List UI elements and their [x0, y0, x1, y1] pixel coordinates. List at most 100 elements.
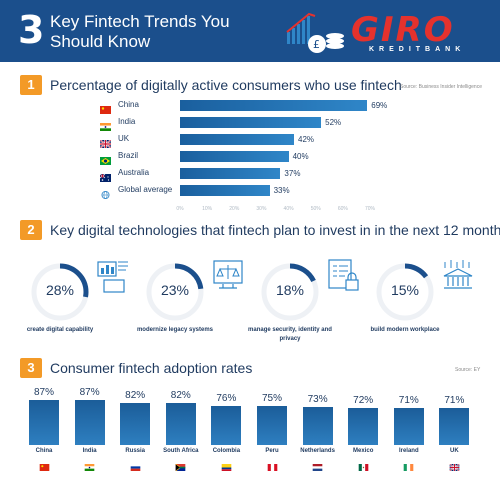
axis-tick-label: 20%	[229, 206, 240, 212]
bar	[393, 408, 424, 445]
header-number: 3	[18, 8, 45, 52]
header-banner: 3 Key Fintech Trends You Should Know £ G…	[0, 0, 500, 62]
donut-arc	[31, 263, 89, 321]
donut-arc	[376, 263, 434, 321]
flag-wrapper	[99, 169, 111, 182]
flag-wrapper	[100, 101, 111, 114]
axis-tick-label: 10%	[202, 206, 213, 212]
bar	[257, 406, 287, 445]
flag-wrapper	[100, 152, 111, 165]
country-label: UK	[450, 448, 459, 454]
china-flag-icon	[39, 464, 49, 471]
south-africa-flag-icon	[175, 463, 186, 472]
donut-ring	[261, 263, 319, 321]
legacy-scale-icon	[213, 260, 243, 289]
country-label: Netherlands	[300, 448, 335, 454]
colombia-flag-icon	[221, 464, 232, 471]
section-2-title: Key digital technologies that fintech pl…	[50, 222, 500, 238]
value-label: 87%	[33, 387, 54, 398]
axis-tick-label: 40%	[283, 206, 294, 212]
india-flag-icon	[84, 464, 95, 471]
flag-wrapper	[84, 458, 95, 471]
value-label: 82%	[125, 389, 146, 401]
bar	[120, 402, 151, 445]
australia-flag-icon	[99, 173, 111, 182]
bar	[180, 134, 294, 145]
value-label: 82%	[170, 389, 191, 401]
value-label: 71%	[398, 395, 419, 407]
bank-building-icon	[443, 260, 473, 289]
value-label: 72%	[353, 394, 374, 406]
netherlands-flag-icon	[312, 464, 323, 471]
russia-flag-icon	[130, 464, 140, 471]
donut-arc	[261, 263, 319, 321]
bar	[180, 100, 368, 111]
page-title: Key Fintech Trends You Should Know	[50, 12, 230, 51]
axis-tick-label: 0%	[176, 206, 184, 212]
value-label: 42%	[298, 135, 315, 144]
country-label: Mexico	[353, 448, 374, 454]
flag-wrapper	[175, 458, 186, 472]
value-label: 33%	[273, 186, 290, 195]
bar	[439, 408, 470, 445]
flag-wrapper	[267, 458, 278, 471]
tech-ring-1: 28%	[30, 262, 90, 322]
tech-value-label: 15%	[390, 282, 420, 298]
value-label: 76%	[216, 392, 237, 404]
bar-row: Australia	[99, 167, 490, 182]
donut-arc	[146, 263, 204, 321]
value-label: 69%	[371, 101, 388, 110]
box-chart-icon	[97, 261, 128, 293]
bar-row: Brazil	[100, 150, 490, 165]
bar-row: India	[100, 116, 490, 131]
bar	[348, 407, 379, 445]
country-label: Colombia	[212, 448, 241, 454]
tech-ring-3: 18%	[260, 262, 320, 322]
section-3-title: Consumer fintech adoption rates	[50, 360, 253, 376]
logo-name: GIRO	[351, 10, 455, 50]
mexico-flag-icon	[358, 464, 368, 471]
china-flag-icon	[100, 106, 111, 114]
tech-value-label: 28%	[45, 282, 75, 298]
tech-ring-4: 15%	[375, 262, 435, 322]
bar	[180, 185, 270, 196]
bar	[74, 400, 105, 445]
axis-tick-label: 30%	[256, 206, 267, 212]
logo-subtitle: KREDITBANK	[369, 46, 466, 53]
india-flag-icon	[100, 123, 111, 131]
donut-ring	[31, 263, 89, 321]
country-label: India	[118, 117, 136, 126]
security-lock-icon	[328, 259, 359, 291]
value-label: 71%	[444, 395, 465, 407]
flag-wrapper	[39, 458, 50, 471]
svg-text:£: £	[313, 38, 320, 51]
tech-caption: modernize legacy systems	[136, 327, 214, 333]
bar	[165, 402, 196, 445]
bar	[211, 405, 242, 445]
tech-caption: create digital capability	[26, 327, 94, 333]
section-3-source: Source: EY	[455, 367, 481, 373]
tech-caption: manage security, identity and privacy	[248, 327, 332, 342]
bar	[29, 400, 59, 445]
country-label: Brazil	[118, 151, 139, 160]
value-label: 87%	[79, 387, 100, 398]
value-label: 75%	[261, 393, 282, 405]
country-label: UK	[118, 134, 130, 143]
tech-caption: build modern workplace	[370, 327, 440, 333]
bar-row: China	[100, 99, 490, 114]
bar	[180, 117, 322, 128]
value-label: 73%	[307, 394, 328, 406]
globe-icon	[101, 191, 110, 199]
flag-wrapper	[130, 458, 141, 471]
bar	[180, 168, 281, 179]
country-label: Ireland	[398, 448, 419, 454]
flag-wrapper	[358, 458, 369, 471]
flag-wrapper	[100, 186, 111, 199]
brazil-flag-icon	[100, 157, 111, 165]
country-label: Australia	[118, 168, 150, 177]
flag-wrapper	[403, 458, 414, 471]
country-label: Peru	[265, 448, 279, 454]
section-3-badge: 3	[20, 358, 42, 378]
country-label: China	[118, 100, 139, 109]
bar-row: UK	[99, 133, 490, 149]
